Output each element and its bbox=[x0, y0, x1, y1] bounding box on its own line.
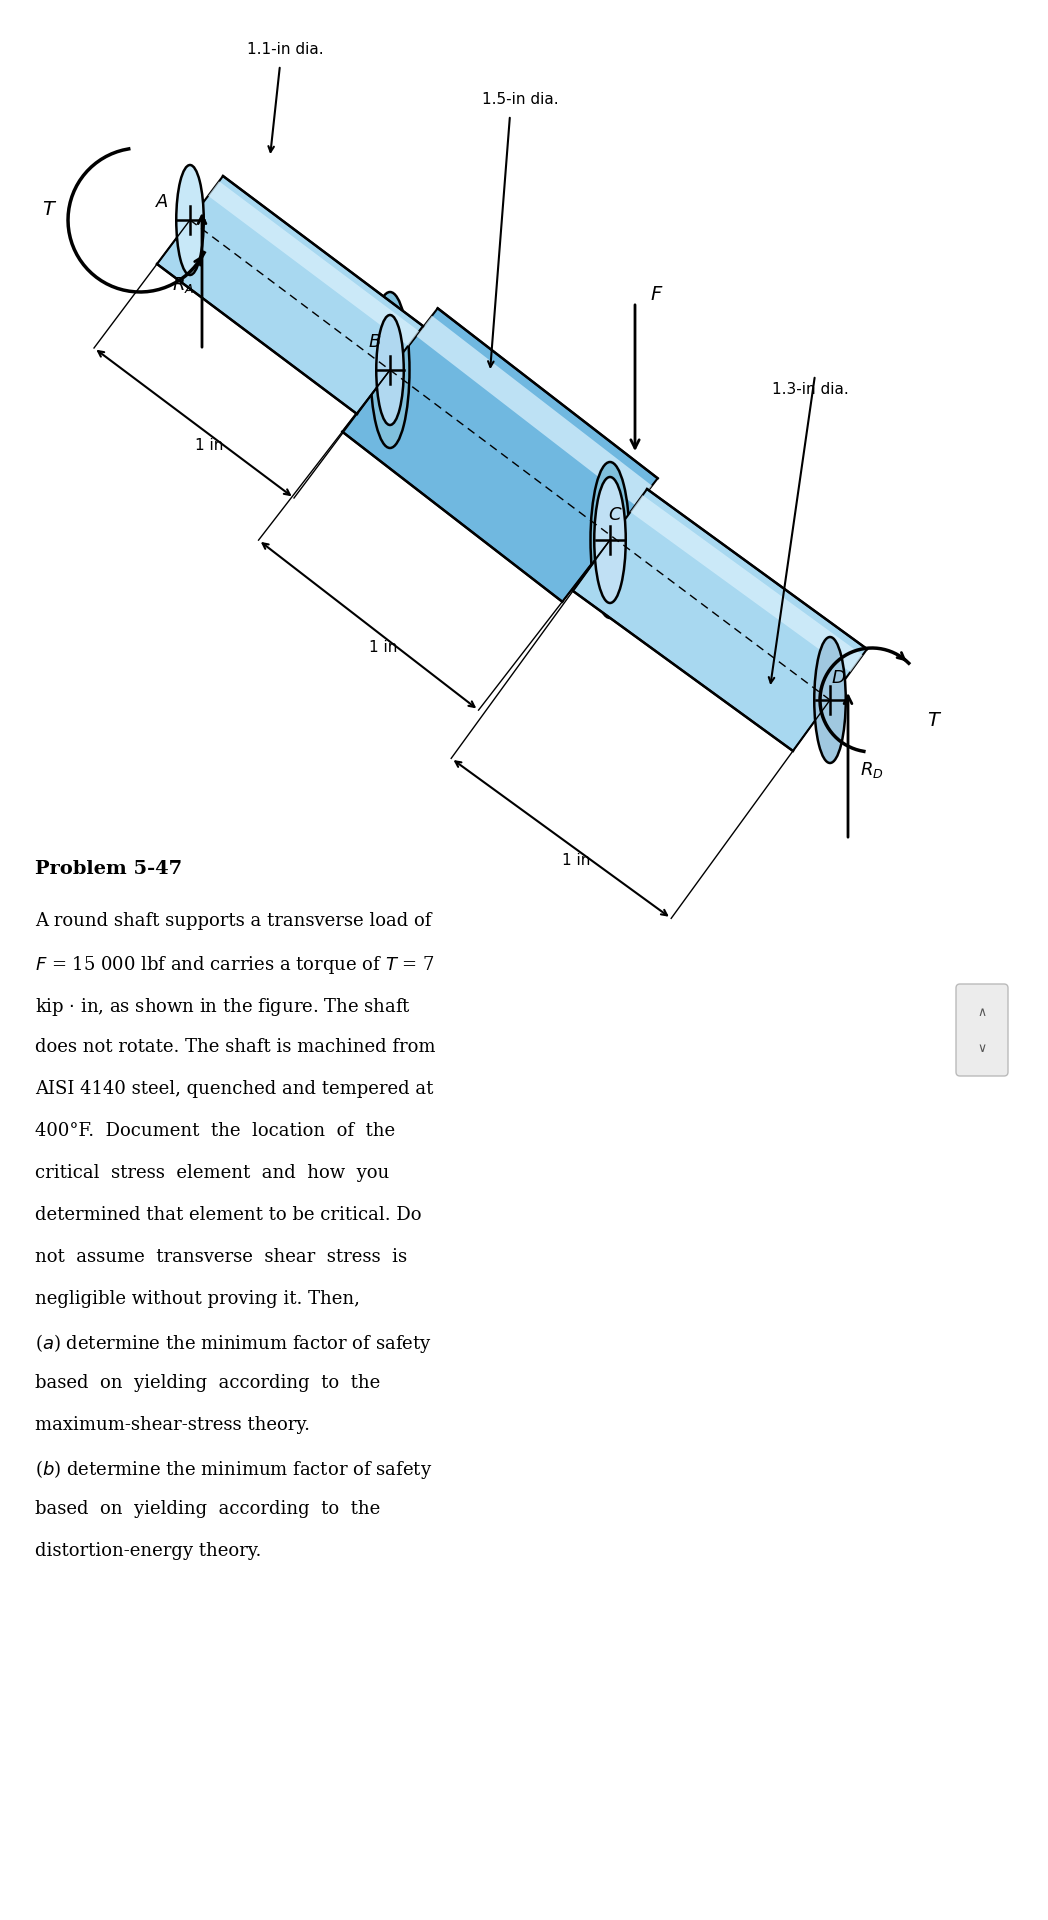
Text: $T$: $T$ bbox=[927, 710, 942, 730]
Text: D: D bbox=[831, 668, 845, 687]
Text: ∨: ∨ bbox=[978, 1041, 986, 1054]
Polygon shape bbox=[631, 495, 863, 672]
Text: not  assume  transverse  shear  stress  is: not assume transverse shear stress is bbox=[35, 1248, 407, 1265]
Text: $R_D$: $R_D$ bbox=[860, 760, 883, 780]
Ellipse shape bbox=[594, 476, 626, 603]
Text: kip $\cdot$ in, as shown in the figure. The shaft: kip $\cdot$ in, as shown in the figure. … bbox=[35, 996, 411, 1018]
Text: maximum-shear-stress theory.: maximum-shear-stress theory. bbox=[35, 1415, 310, 1434]
Text: 1 in: 1 in bbox=[195, 438, 223, 453]
Text: B: B bbox=[369, 332, 381, 351]
Polygon shape bbox=[573, 490, 867, 751]
Text: critical  stress  element  and  how  you: critical stress element and how you bbox=[35, 1164, 389, 1183]
Text: ($a$) determine the minimum factor of safety: ($a$) determine the minimum factor of sa… bbox=[35, 1332, 432, 1356]
Text: C: C bbox=[609, 507, 621, 524]
Text: A round shaft supports a transverse load of: A round shaft supports a transverse load… bbox=[35, 912, 432, 929]
Ellipse shape bbox=[176, 165, 203, 275]
Polygon shape bbox=[343, 309, 658, 601]
Ellipse shape bbox=[376, 315, 403, 424]
Polygon shape bbox=[416, 315, 652, 507]
Text: 1 in: 1 in bbox=[562, 852, 590, 868]
Text: based  on  yielding  according  to  the: based on yielding according to the bbox=[35, 1500, 380, 1519]
Text: does not rotate. The shaft is machined from: does not rotate. The shaft is machined f… bbox=[35, 1039, 436, 1056]
Text: ($b$) determine the minimum factor of safety: ($b$) determine the minimum factor of sa… bbox=[35, 1457, 432, 1480]
Text: A: A bbox=[156, 194, 168, 211]
Text: 1.5-in dia.: 1.5-in dia. bbox=[482, 92, 559, 108]
Text: Problem 5-47: Problem 5-47 bbox=[35, 860, 182, 877]
Polygon shape bbox=[209, 180, 419, 346]
Text: $F$: $F$ bbox=[650, 284, 663, 303]
Text: $R_A$: $R_A$ bbox=[172, 275, 194, 296]
Text: 1.1-in dia.: 1.1-in dia. bbox=[246, 42, 324, 58]
Text: 1 in: 1 in bbox=[369, 639, 398, 655]
Ellipse shape bbox=[590, 463, 630, 618]
Text: AISI 4140 steel, quenched and tempered at: AISI 4140 steel, quenched and tempered a… bbox=[35, 1079, 434, 1098]
Ellipse shape bbox=[814, 637, 846, 762]
Text: based  on  yielding  according  to  the: based on yielding according to the bbox=[35, 1375, 380, 1392]
Text: 400°F.  Document  the  location  of  the: 400°F. Document the location of the bbox=[35, 1121, 395, 1140]
Text: ∧: ∧ bbox=[978, 1006, 986, 1018]
Text: negligible without proving it. Then,: negligible without proving it. Then, bbox=[35, 1290, 359, 1308]
Text: distortion-energy theory.: distortion-energy theory. bbox=[35, 1542, 261, 1559]
Text: $F$ = 15 000 lbf and carries a torque of $T$ = 7: $F$ = 15 000 lbf and carries a torque of… bbox=[35, 954, 435, 975]
Polygon shape bbox=[157, 177, 423, 415]
FancyBboxPatch shape bbox=[956, 983, 1008, 1075]
Text: $T$: $T$ bbox=[42, 200, 58, 219]
Text: 1.3-in dia.: 1.3-in dia. bbox=[771, 382, 849, 397]
Text: determined that element to be critical. Do: determined that element to be critical. … bbox=[35, 1206, 421, 1225]
Ellipse shape bbox=[371, 292, 410, 447]
